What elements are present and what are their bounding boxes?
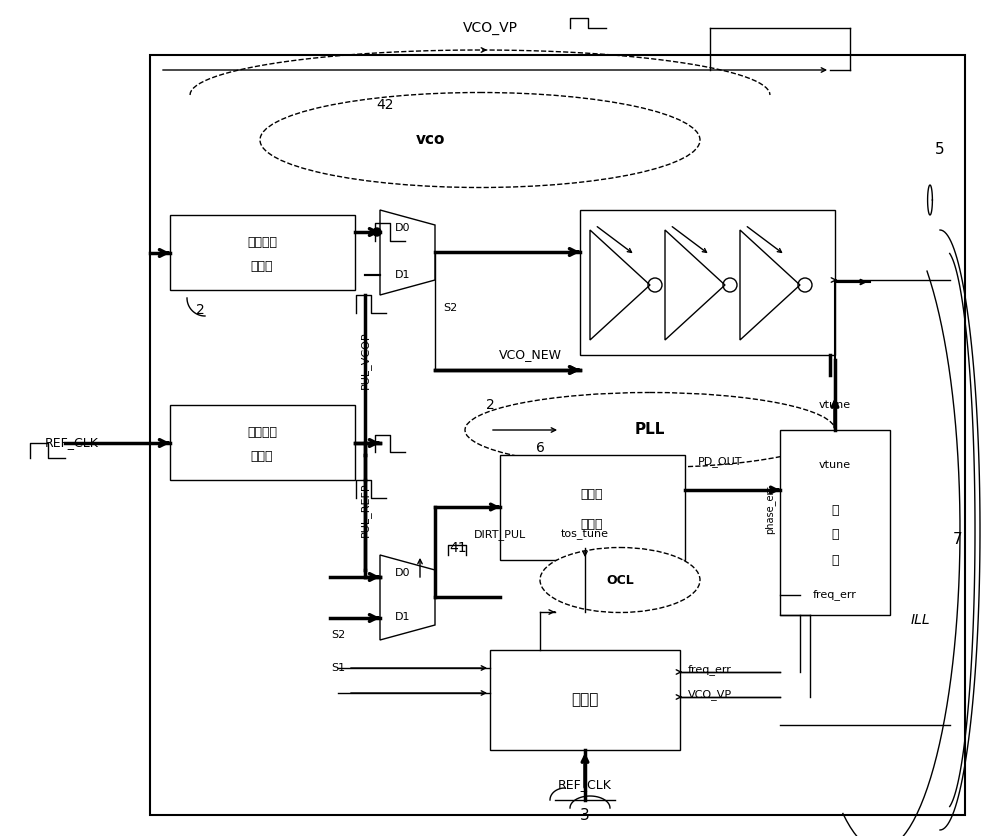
- Text: vtune: vtune: [819, 400, 851, 410]
- Text: freq_err: freq_err: [688, 665, 732, 675]
- Text: VCO_VP: VCO_VP: [462, 21, 518, 35]
- Text: DIRT_PUL: DIRT_PUL: [474, 529, 526, 540]
- Text: 5: 5: [935, 142, 945, 157]
- Text: PLL: PLL: [635, 422, 665, 437]
- Text: 42: 42: [376, 98, 394, 112]
- Text: D0: D0: [395, 568, 411, 578]
- Text: 第二脉冲: 第二脉冲: [247, 237, 277, 249]
- Text: REF_CLK: REF_CLK: [558, 778, 612, 792]
- Bar: [490, 650, 680, 750]
- Circle shape: [373, 228, 381, 236]
- Text: 2: 2: [486, 398, 494, 412]
- Text: 零失配: 零失配: [581, 488, 603, 502]
- Text: REF_CLK: REF_CLK: [45, 436, 99, 450]
- Polygon shape: [665, 230, 725, 340]
- Text: vco: vco: [415, 132, 445, 147]
- Text: D0: D0: [395, 223, 411, 233]
- Text: 生成器: 生成器: [251, 451, 273, 463]
- Bar: [500, 455, 685, 560]
- Text: 器: 器: [831, 553, 839, 567]
- Text: 2: 2: [196, 303, 204, 317]
- Text: OCL: OCL: [606, 573, 634, 587]
- Text: S2: S2: [331, 630, 345, 640]
- Bar: [580, 210, 835, 355]
- Ellipse shape: [540, 548, 700, 613]
- Bar: [150, 55, 965, 815]
- Text: S1: S1: [331, 663, 345, 673]
- Text: 3: 3: [580, 808, 590, 823]
- Text: VCO_NEW: VCO_NEW: [498, 349, 562, 361]
- Text: ILL: ILL: [910, 613, 930, 627]
- Bar: [780, 430, 890, 615]
- Text: 波: 波: [831, 528, 839, 542]
- Text: D1: D1: [395, 612, 411, 622]
- Polygon shape: [380, 210, 435, 295]
- Text: PUL_VCOP: PUL_VCOP: [360, 331, 370, 389]
- Text: VCO_VP: VCO_VP: [688, 690, 732, 701]
- Text: freq_err: freq_err: [813, 589, 857, 600]
- Bar: [170, 405, 355, 480]
- Text: 第一脉冲: 第一脉冲: [247, 426, 277, 440]
- Text: phase_err: phase_err: [764, 486, 775, 534]
- Text: 41: 41: [449, 541, 467, 555]
- Polygon shape: [740, 230, 800, 340]
- Text: 7: 7: [953, 533, 963, 548]
- Text: 滤: 滤: [831, 503, 839, 517]
- Ellipse shape: [465, 392, 835, 467]
- Text: S2: S2: [443, 303, 457, 313]
- Text: tos_tune: tos_tune: [561, 530, 609, 540]
- Text: PD_OUT: PD_OUT: [698, 456, 742, 467]
- Polygon shape: [590, 230, 650, 340]
- Text: 生成器: 生成器: [251, 261, 273, 273]
- Bar: [170, 215, 355, 290]
- Text: D1: D1: [395, 270, 411, 280]
- Text: vtune: vtune: [819, 460, 851, 470]
- Polygon shape: [380, 555, 435, 640]
- Text: PUL_REFP: PUL_REFP: [360, 482, 370, 538]
- Ellipse shape: [260, 93, 700, 187]
- Text: 6: 6: [536, 441, 544, 455]
- Text: 鉴相器: 鉴相器: [581, 518, 603, 532]
- Text: 状态机: 状态机: [571, 692, 599, 707]
